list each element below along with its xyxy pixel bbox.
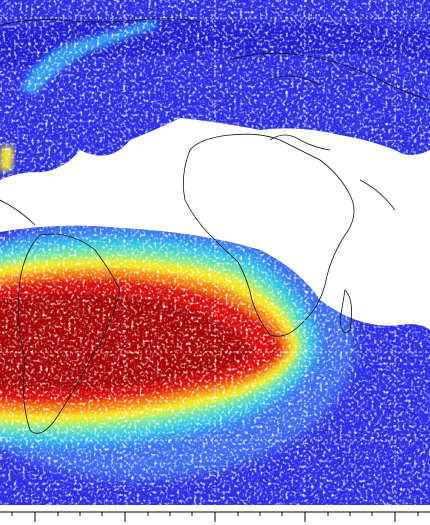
graticule — [0, 351, 430, 441]
axis-ticks — [11, 512, 419, 522]
coastlines — [0, 18, 430, 434]
